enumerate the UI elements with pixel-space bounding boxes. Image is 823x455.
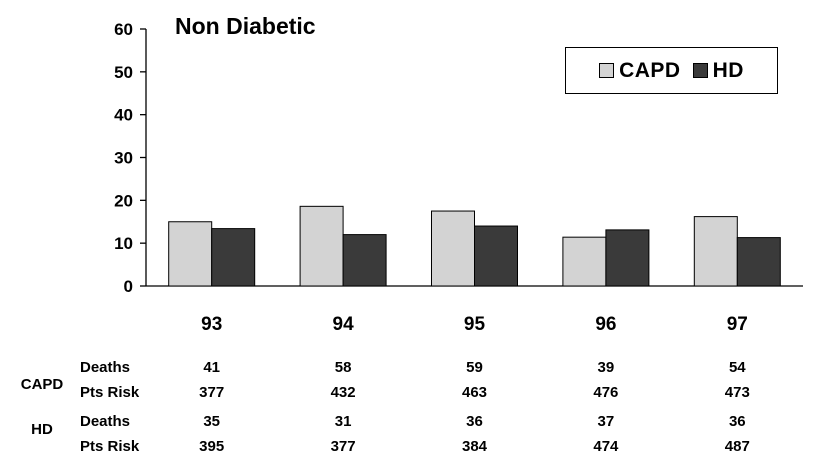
legend-label-hd: HD: [712, 58, 744, 82]
legend-label-capd: CAPD: [619, 58, 681, 82]
table-cell: 54: [729, 359, 746, 376]
bar-hd-97: [736, 237, 781, 287]
legend-swatch-capd: [599, 63, 615, 78]
bar-hd-93: [211, 228, 256, 287]
table-cell: 59: [466, 359, 483, 376]
y-tick-label: 50: [114, 63, 133, 82]
table-cell: 39: [598, 359, 615, 376]
y-tick-label: 20: [114, 191, 133, 210]
table-cell: 432: [331, 384, 356, 401]
legend-swatch-hd: [692, 63, 708, 78]
table-row-label: Deaths: [80, 359, 130, 376]
table-cell: 36: [729, 413, 746, 430]
x-tick-label: 97: [727, 314, 748, 335]
bar-capd-95: [431, 210, 475, 287]
table-cell: 41: [203, 359, 220, 376]
legend: CAPD HD: [565, 47, 778, 94]
bar-hd-94: [342, 234, 387, 287]
y-tick-label: 0: [124, 277, 133, 296]
y-tick-label: 30: [114, 149, 133, 168]
table-group-label: HD: [31, 421, 53, 438]
table-row-label: Pts Risk: [80, 438, 140, 455]
table-cell: 31: [335, 413, 352, 430]
x-tick-label: 94: [333, 314, 355, 335]
x-tick-label: 93: [201, 314, 222, 335]
y-tick-label: 40: [114, 106, 133, 125]
table-cell: 35: [203, 413, 220, 430]
table-cell: 58: [335, 359, 352, 376]
legend-item-capd: CAPD: [599, 59, 681, 83]
bar-capd-94: [299, 205, 344, 287]
table-cell: 377: [331, 438, 356, 455]
chart-title: Non Diabetic: [175, 13, 316, 39]
table-cell: 476: [593, 384, 618, 401]
table-cell: 473: [725, 384, 750, 401]
table-cell: 463: [462, 384, 487, 401]
table-row-label: Deaths: [80, 413, 130, 430]
table-cell: 395: [199, 438, 224, 455]
table-cell: 384: [462, 438, 488, 455]
y-tick-label: 60: [114, 20, 133, 39]
x-tick-label: 95: [464, 314, 486, 335]
x-tick-label: 96: [595, 314, 616, 335]
table-row-label: Pts Risk: [80, 384, 140, 401]
bar-hd-96: [605, 229, 650, 287]
legend-item-hd: HD: [692, 58, 744, 83]
table-group-label: CAPD: [21, 376, 64, 393]
data-table: CAPD Deaths 41 58 59 39 54 Pts Risk 377 432 463 476…: [21, 359, 750, 455]
x-axis-labels: 93 94 95 96 97: [201, 314, 748, 335]
bar-capd-97: [693, 216, 738, 287]
table-cell: 36: [466, 413, 483, 430]
bars: [168, 205, 781, 287]
table-cell: 377: [199, 384, 224, 401]
table-cell: 487: [725, 438, 750, 455]
bar-capd-96: [562, 236, 607, 287]
bar-hd-95: [474, 225, 518, 287]
bar-capd-93: [168, 221, 213, 287]
y-tick-label: 10: [114, 234, 133, 253]
table-cell: 474: [593, 438, 619, 455]
table-cell: 37: [598, 413, 615, 430]
